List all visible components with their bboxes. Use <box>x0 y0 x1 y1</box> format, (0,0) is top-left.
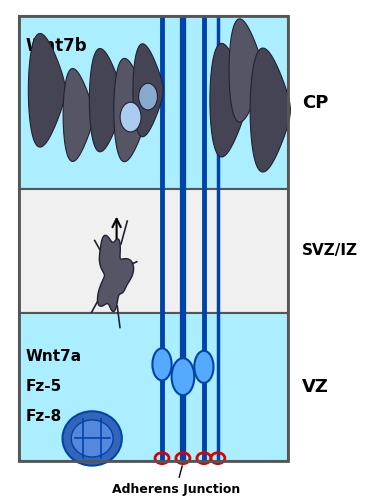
Polygon shape <box>229 19 262 122</box>
Polygon shape <box>114 58 147 162</box>
Ellipse shape <box>152 348 171 380</box>
FancyBboxPatch shape <box>19 189 288 312</box>
Text: Wnt7a: Wnt7a <box>26 350 82 364</box>
Polygon shape <box>250 48 290 172</box>
FancyBboxPatch shape <box>19 312 288 460</box>
Text: Adherens Junction: Adherens Junction <box>112 466 240 496</box>
Ellipse shape <box>194 351 213 383</box>
Ellipse shape <box>171 358 194 395</box>
Text: Wnt7b: Wnt7b <box>26 37 88 55</box>
Text: Fz-8: Fz-8 <box>26 408 62 424</box>
Circle shape <box>120 102 141 132</box>
FancyBboxPatch shape <box>19 16 288 189</box>
Text: CP: CP <box>302 94 328 112</box>
Ellipse shape <box>71 420 113 457</box>
Text: VZ: VZ <box>302 378 328 396</box>
Ellipse shape <box>63 412 122 466</box>
Polygon shape <box>133 44 163 137</box>
Polygon shape <box>98 236 134 312</box>
Polygon shape <box>89 48 123 152</box>
Text: SVZ/IZ: SVZ/IZ <box>302 244 358 258</box>
Circle shape <box>139 84 158 110</box>
Polygon shape <box>210 44 247 157</box>
Polygon shape <box>63 68 93 162</box>
Text: Fz-5: Fz-5 <box>26 379 62 394</box>
Polygon shape <box>28 34 65 147</box>
